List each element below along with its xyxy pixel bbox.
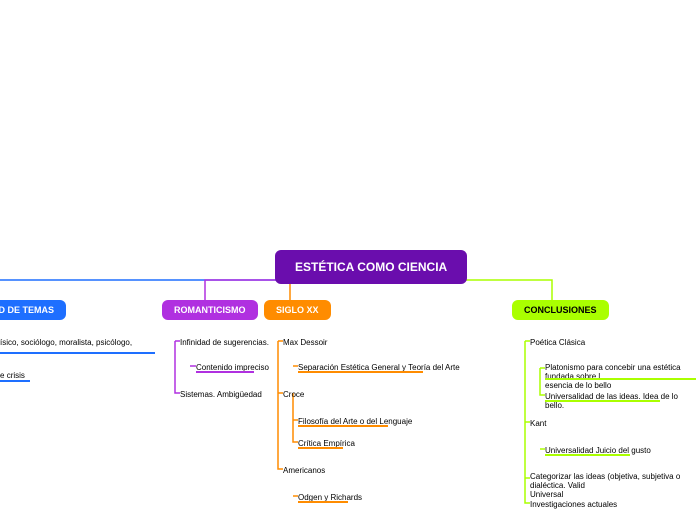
underline-temas-0 <box>0 352 155 354</box>
root-node[interactable]: ESTÉTICA COMO CIENCIA <box>275 250 467 284</box>
leaf-concl-0[interactable]: Poética Clásica <box>530 338 585 347</box>
branch-concl[interactable]: CONCLUSIONES <box>512 300 609 320</box>
leaf-concl-6[interactable]: Investigaciones actuales <box>530 500 617 509</box>
leaf-temas-1[interactable]: ado de crisis <box>0 371 25 380</box>
branch-temas[interactable]: AD DE TEMAS <box>0 300 66 320</box>
branch-siglo[interactable]: SIGLO XX <box>264 300 331 320</box>
leaf-siglo-2[interactable]: Croce <box>283 390 304 399</box>
leaf-concl-1[interactable]: Platonismo para concebir una estética fu… <box>545 363 696 390</box>
leaf-romant-2[interactable]: Sistemas. Ambigüedad <box>180 390 262 399</box>
underline-siglo-6 <box>298 501 348 503</box>
branch-romant[interactable]: ROMANTICISMO <box>162 300 258 320</box>
underline-siglo-4 <box>298 447 343 449</box>
underline-siglo-3 <box>298 425 388 427</box>
underline-concl-2 <box>545 400 660 402</box>
underline-concl-1 <box>545 378 696 380</box>
underline-siglo-1 <box>298 371 423 373</box>
underline-temas-1 <box>0 380 30 382</box>
underline-romant-1 <box>196 371 254 373</box>
leaf-siglo-5[interactable]: Americanos <box>283 466 325 475</box>
leaf-concl-5[interactable]: Categorizar las ideas (objetiva, subjeti… <box>530 472 696 499</box>
leaf-romant-0[interactable]: Infinidad de sugerencias. <box>180 338 269 347</box>
leaf-concl-3[interactable]: Kant <box>530 419 546 428</box>
underline-concl-4 <box>545 454 630 456</box>
leaf-siglo-0[interactable]: Max Dessoir <box>283 338 327 347</box>
